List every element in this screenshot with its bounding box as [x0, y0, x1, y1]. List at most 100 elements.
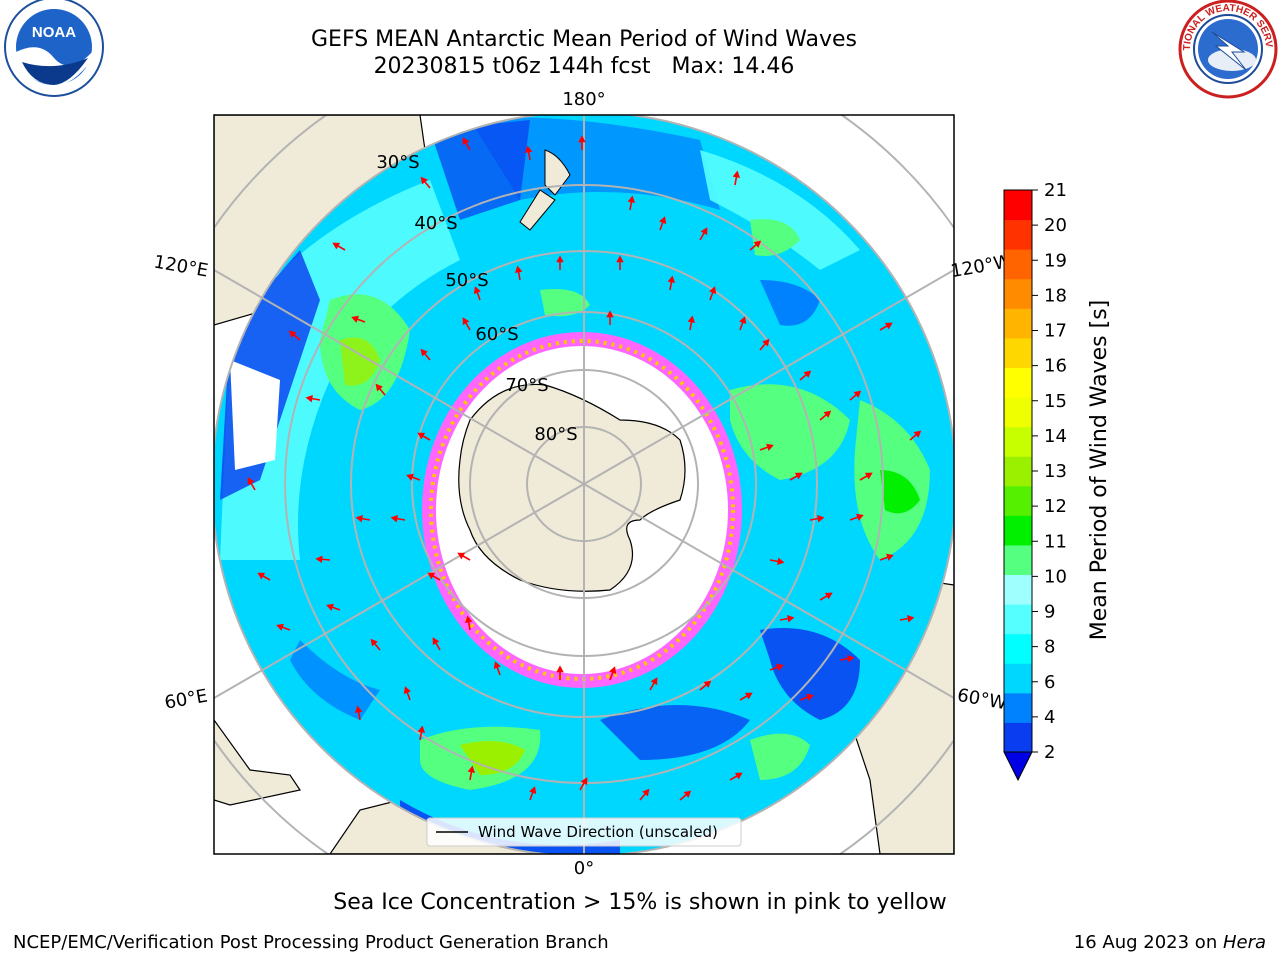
wave-direction-arrowhead — [247, 477, 255, 486]
wave-direction-arrowhead — [776, 663, 784, 671]
colorbar-tick-label: 10 — [1044, 566, 1067, 587]
lat-label-60s: 60°S — [475, 324, 518, 345]
lat-label-40s: 40°S — [414, 213, 457, 234]
lat-label-30s: 30°S — [376, 152, 419, 173]
colorbar-segment — [1004, 663, 1032, 694]
wave-direction-arrowhead — [420, 176, 428, 185]
colorbar-tick-label: 15 — [1044, 391, 1067, 412]
colorbar-segment — [1004, 604, 1032, 635]
sea-ice-note: Sea Ice Concentration > 15% is shown in … — [333, 890, 947, 915]
wave-direction-arrowhead — [683, 790, 692, 798]
wave-direction-arrowhead — [473, 286, 481, 294]
wave-direction-arrowhead — [462, 137, 470, 146]
wave-direction-arrowhead — [390, 514, 398, 523]
colorbar-segment — [1004, 426, 1032, 457]
footer-host: Hera — [1222, 932, 1266, 953]
wave-direction-arrowhead — [703, 680, 712, 688]
wave-direction-arrowhead — [524, 145, 533, 153]
wave-direction-arrowhead — [556, 255, 564, 263]
wave-direction-arrowhead — [817, 514, 825, 523]
colorbar-segment — [1004, 692, 1032, 723]
wave-direction-arrowhead — [823, 410, 832, 418]
wave-direction-arrowhead — [403, 686, 411, 694]
wave-direction-arrowhead — [332, 242, 341, 250]
colorbar-tick-label: 18 — [1044, 285, 1067, 306]
chart-subtitle: 20230815 t06z 144h fcst Max: 14.46 — [284, 53, 884, 81]
colorbar-segment — [1004, 367, 1032, 398]
colorbar-segment — [1004, 485, 1032, 516]
wave-direction-arrowhead — [257, 572, 266, 580]
wave-direction-arrowhead — [913, 430, 922, 438]
wave-direction-arrowhead — [777, 557, 785, 566]
wave-direction-arrowhead — [609, 666, 617, 674]
wave-direction-arrowhead — [370, 638, 378, 647]
footer-credit: NCEP/EMC/Verification Post Processing Pr… — [13, 932, 609, 953]
wave-direction-arrowhead — [417, 432, 426, 440]
nws-logo: NATIONAL WEATHER SERVICE — [0, 0, 1278, 99]
wave-direction-arrowhead — [276, 623, 284, 631]
wave-direction-arrowhead — [417, 725, 426, 733]
wave-direction-arrowhead — [709, 286, 717, 294]
wave-direction-arrowhead — [650, 677, 658, 686]
wave-direction-arrowhead — [606, 310, 614, 318]
map-area — [214, 115, 954, 854]
wave-direction-arrowhead — [529, 786, 537, 794]
wave-direction-arrowhead — [687, 315, 696, 323]
lon-label-120e: 120°E — [152, 251, 210, 281]
colorbar-segment — [1004, 544, 1032, 576]
lon-label-60e: 60°E — [163, 685, 209, 713]
wave-direction-arrowhead — [288, 330, 297, 338]
colorbar-tick-label: 8 — [1044, 637, 1055, 658]
wave-direction-arrowhead — [853, 390, 862, 398]
wave-direction-arrowhead — [457, 552, 466, 560]
wave-direction-arrowhead — [886, 553, 894, 561]
colorbar-tick-label: 20 — [1044, 215, 1067, 236]
wave-direction-arrowhead — [824, 592, 833, 600]
wave-direction-arrowhead — [907, 614, 915, 623]
colorbar-tick-label: 12 — [1044, 496, 1067, 517]
colorbar-segment — [1004, 515, 1032, 546]
wave-direction-arrowhead — [420, 348, 428, 357]
colorbar-under-arrow — [1003, 751, 1033, 782]
lon-label-0: 0° — [574, 858, 594, 879]
wave-direction-arrowhead — [627, 195, 636, 203]
colorbar-segment — [1004, 633, 1032, 664]
colorbar-tick-label: 6 — [1044, 672, 1055, 693]
colorbar-tick-label: 21 — [1044, 180, 1067, 201]
wave-direction-arrowhead — [856, 513, 864, 521]
wave-direction-arrowhead — [803, 370, 812, 378]
graticule — [214, 115, 954, 854]
wave-direction-arrowhead — [659, 216, 667, 224]
lon-label-180: 180° — [562, 89, 605, 110]
wave-direction-arrowhead — [464, 615, 473, 623]
colorbar-segment — [1004, 308, 1032, 339]
wave-direction-arrowhead — [766, 443, 774, 451]
wave-direction-arrowhead — [432, 637, 440, 646]
colorbar-tick-label: 19 — [1044, 250, 1067, 271]
forecast-run: 20230815 t06z 144h fcst — [373, 54, 651, 79]
colorbar-segment — [1004, 278, 1032, 309]
map-frame — [213, 114, 955, 855]
colorbar-segment — [1004, 190, 1032, 221]
nws-ring-text: NATIONAL WEATHER SERVICE — [0, 0, 1274, 51]
wave-direction-arrowhead — [493, 661, 501, 669]
lat-label-70s: 70°S — [505, 375, 548, 396]
arrow-legend: Wind Wave Direction (unscaled) — [426, 817, 742, 847]
wave-direction-arrowhead — [514, 265, 523, 273]
svg-text:NATIONAL WEATHER SERVICE: NATIONAL WEATHER SERVICE — [0, 0, 1274, 51]
colorbar-segment — [1004, 722, 1032, 753]
wave-direction-arrowhead — [406, 473, 414, 481]
max-value: Max: 14.46 — [671, 54, 795, 79]
wave-direction-arrowhead — [326, 603, 334, 611]
wave-direction-arrowhead — [305, 394, 313, 403]
colorbar-segment — [1004, 456, 1032, 487]
legend-label: Wind Wave Direction (unscaled) — [478, 823, 718, 841]
wave-direction-arrowhead — [762, 338, 770, 347]
wave-direction-arrowhead — [580, 777, 588, 786]
lon-label-60w: 60°W — [956, 685, 1009, 714]
wave-direction-arrowhead — [315, 555, 323, 564]
wave-direction-arrowhead — [753, 240, 762, 248]
wind-wave-arrows — [247, 135, 922, 801]
wave-direction-arrowhead — [787, 614, 795, 623]
